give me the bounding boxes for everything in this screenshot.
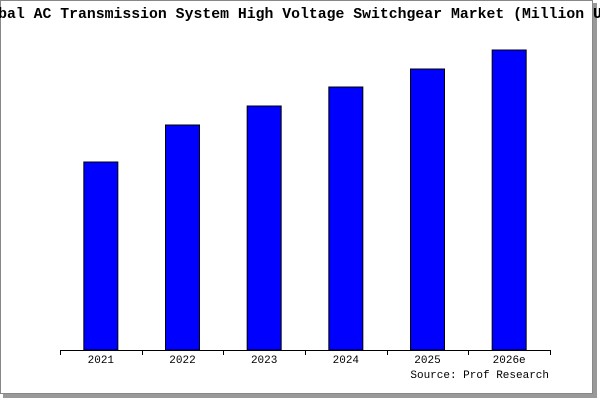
x-tick-label: 2022 [169, 355, 195, 367]
plot-area [60, 48, 550, 350]
bar [328, 86, 364, 351]
x-tick-label: 2025 [414, 355, 440, 367]
x-tick-label: 2021 [88, 355, 115, 367]
bar [165, 124, 200, 351]
bar [410, 68, 445, 351]
source-note: Source: Prof Research [410, 370, 549, 382]
x-tick-label: 2026e [493, 355, 526, 367]
chart-title: Global AC Transmission System High Volta… [0, 7, 600, 23]
x-tick-label: 2023 [251, 355, 277, 367]
bar [491, 49, 527, 351]
bar [246, 105, 282, 351]
x-tick-label: 2024 [333, 355, 360, 367]
bar [83, 161, 119, 351]
